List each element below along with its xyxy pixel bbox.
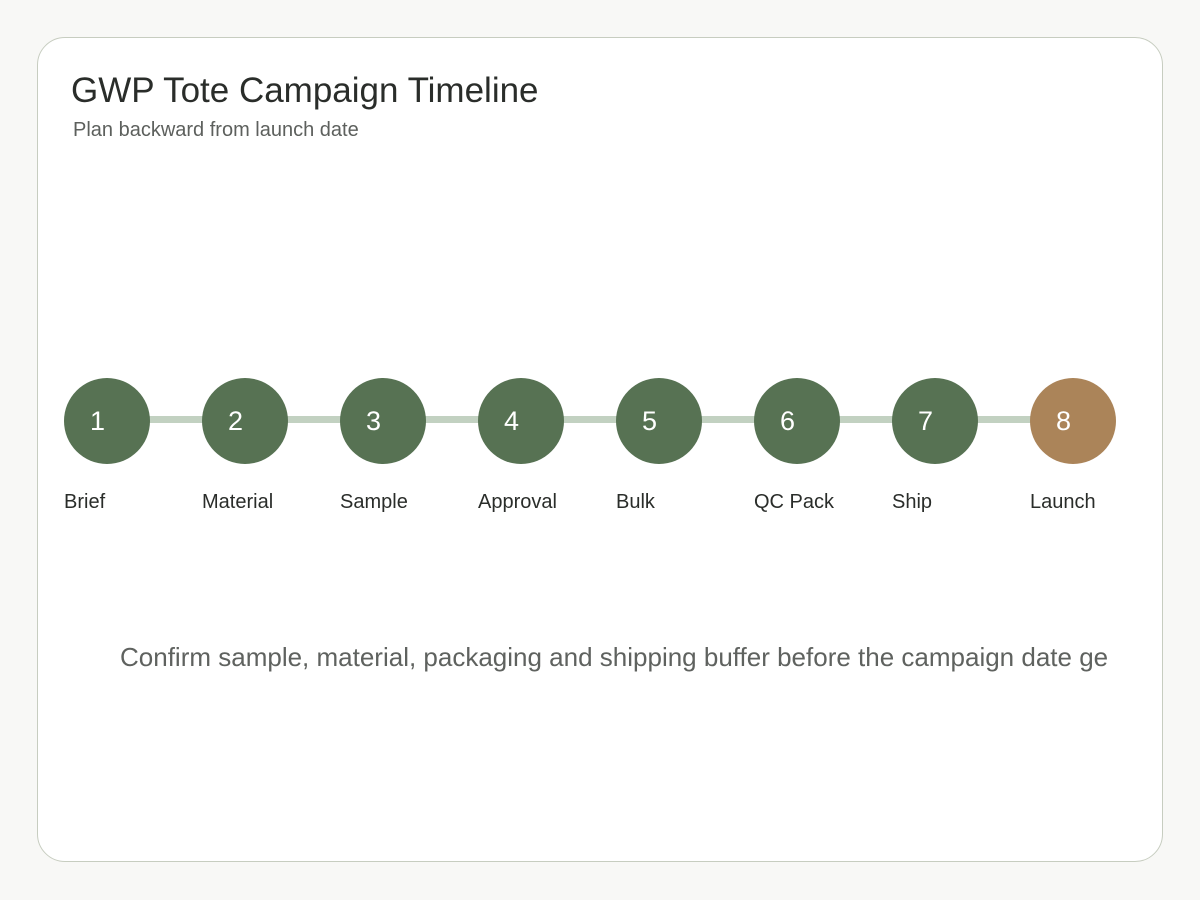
step-8-circle: 8 [1030, 378, 1116, 464]
step-5-label: Bulk [616, 491, 655, 513]
step-2-label: Material [202, 491, 274, 513]
step-7-label: Ship [892, 491, 933, 513]
step-7-circle: 7 [892, 378, 978, 464]
step-8-label: Launch [1030, 491, 1096, 513]
step-3-circle: 3 [340, 378, 426, 464]
step-3-label: Sample [340, 491, 408, 513]
step-5-circle: 5 [616, 378, 702, 464]
timeline-card: GWP Tote Campaign Timeline Plan backward… [37, 37, 1163, 862]
step-1-circle: 1 [64, 378, 150, 464]
step-1-label: Brief [64, 491, 106, 513]
page-subtitle: Plan backward from launch date [73, 119, 359, 141]
timeline-note: Confirm sample, material, packaging and … [120, 642, 1109, 672]
step-2-circle: 2 [202, 378, 288, 464]
timeline-connector [106, 416, 1072, 423]
step-6-circle: 6 [754, 378, 840, 464]
step-4-circle: 4 [478, 378, 564, 464]
page-title: GWP Tote Campaign Timeline [71, 71, 539, 110]
step-6-label: QC Pack [754, 491, 835, 513]
step-4-label: Approval [478, 491, 557, 513]
